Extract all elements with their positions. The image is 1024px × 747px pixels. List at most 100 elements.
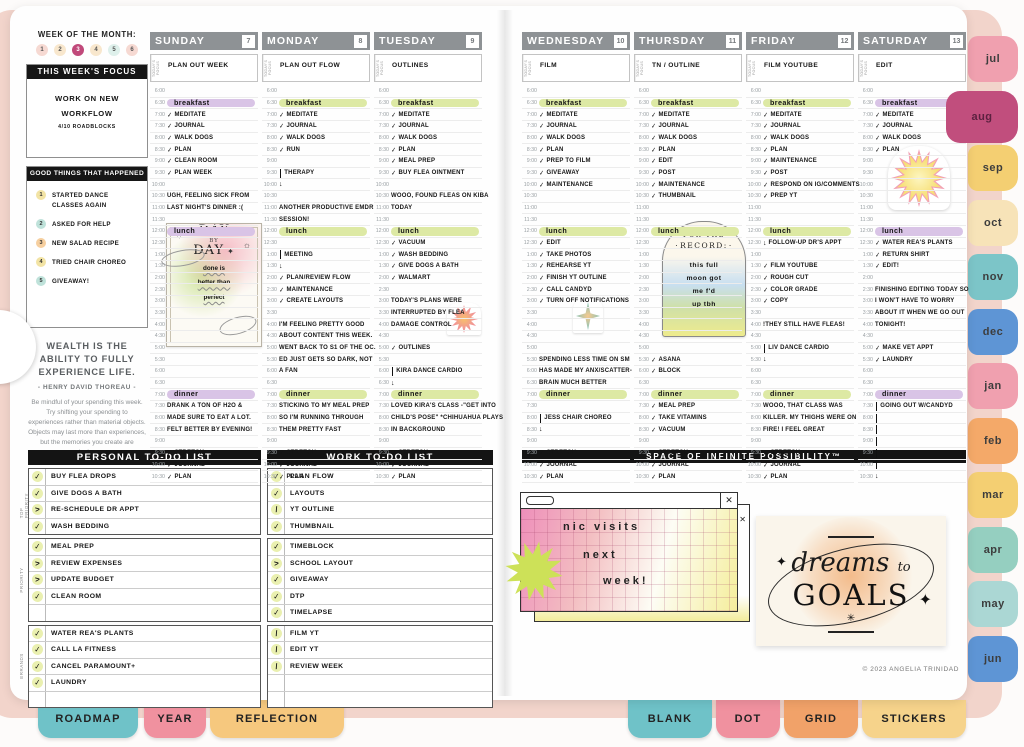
time-slot[interactable]: 1:30 xyxy=(150,261,258,273)
time-slot[interactable]: 6:30 xyxy=(858,378,966,390)
todo-check-cell[interactable]: ✓ xyxy=(29,675,46,691)
time-slot[interactable]: 9:30 ✓ POST xyxy=(746,168,854,180)
time-slot[interactable]: 2:30 ✓ MAINTENANCE xyxy=(262,284,370,297)
todo-row[interactable]: ✓ DTP xyxy=(268,588,492,605)
time-slot[interactable]: 10:00 ✓ JOURNAL xyxy=(150,460,258,472)
time-slot[interactable]: 6:30 breakfast xyxy=(634,98,742,110)
time-slot[interactable]: 6:30 breakfast xyxy=(858,98,966,110)
time-slot[interactable]: 7:30 ✓ JOURNAL xyxy=(746,121,854,133)
month-tab-jul[interactable]: jul xyxy=(968,36,1018,82)
todo-check-cell[interactable]: ✓ xyxy=(268,605,285,621)
time-slot[interactable]: 12:30 ✓ WATER REA'S PLANTS xyxy=(858,238,966,250)
todo-check-cell[interactable]: ✓ xyxy=(29,539,46,555)
time-slot[interactable]: 6:00 xyxy=(858,366,966,378)
month-tab-may[interactable]: may xyxy=(968,581,1018,627)
time-slot[interactable]: 10:30 xyxy=(858,191,966,203)
time-slot[interactable]: 6:30 ↓ xyxy=(374,378,482,390)
time-slot[interactable]: 9:30 ✓ BUY FLEA OINTMENT xyxy=(374,168,482,180)
time-slot[interactable]: 9:00 xyxy=(858,156,966,168)
time-slot[interactable]: 1:30 ✓ EDIT! xyxy=(858,261,966,273)
todo-row[interactable]: ✓ LAUNDRY xyxy=(29,675,260,692)
todo-row[interactable]: ✓ CALL LA FITNESS xyxy=(29,642,260,659)
time-slot[interactable]: 12:30 xyxy=(150,238,258,250)
month-tab-apr[interactable]: apr xyxy=(968,526,1018,573)
time-slot[interactable]: 12:00 lunch xyxy=(374,226,482,238)
todo-check-cell[interactable] xyxy=(29,691,46,707)
todo-row[interactable] xyxy=(29,691,260,707)
time-slot[interactable]: 9:30 xyxy=(858,448,966,460)
time-slot[interactable]: 12:30 xyxy=(634,238,742,250)
time-slot[interactable]: 8:00 JESS CHAIR CHOREO xyxy=(522,413,630,425)
time-slot[interactable]: 6:30 breakfast xyxy=(150,98,258,110)
time-slot[interactable]: 6:30 breakfast xyxy=(746,98,854,110)
todo-check-cell[interactable]: > xyxy=(29,555,46,571)
time-slot[interactable]: 7:00 ✓ MEDITATE xyxy=(262,109,370,122)
time-slot[interactable]: 5:00 ✓ MAKE VET APPT xyxy=(858,343,966,355)
todo-row[interactable]: ✓ BUY FLEA DROPS xyxy=(29,469,260,486)
todo-check-cell[interactable]: / xyxy=(268,642,285,658)
time-slot[interactable]: 2:30 ✓ CALL CANDYD xyxy=(522,284,630,297)
time-slot[interactable]: 9:30 ✓ GIVEAWAY xyxy=(522,168,630,180)
time-slot[interactable]: 8:00 ✓ WALK DOGS xyxy=(522,133,630,145)
todo-check-cell[interactable]: / xyxy=(268,625,285,641)
time-slot[interactable]: 4:30 xyxy=(746,331,854,343)
time-slot[interactable]: 5:00 xyxy=(150,343,258,355)
todo-check-cell[interactable]: ✓ xyxy=(268,469,285,485)
time-slot[interactable]: 7:30 ✓ JOURNAL xyxy=(374,121,482,133)
todo-row[interactable]: ✓ CLEAN ROOM xyxy=(29,588,260,605)
todo-check-cell[interactable]: / xyxy=(268,502,285,518)
time-slot[interactable]: 10:30 ✓ PLAN xyxy=(634,471,742,483)
time-slot[interactable]: 8:30 FIRE! I FEEL GREAT xyxy=(746,424,854,437)
todo-row[interactable]: ✓ MEAL PREP xyxy=(29,539,260,556)
time-slot[interactable]: 8:00 ✓ WALK DOGS xyxy=(634,133,742,145)
time-slot[interactable]: 1:00 ✓ RETURN SHIRT xyxy=(858,249,966,262)
month-tab-mar[interactable]: mar xyxy=(968,472,1018,518)
time-slot[interactable]: 10:30 ✓ PLAN xyxy=(262,471,370,483)
todo-check-cell[interactable]: ✓ xyxy=(268,485,285,501)
time-slot[interactable]: 7:30 DRANK A TON OF H2O & xyxy=(150,401,258,413)
time-slot[interactable]: 4:30 ABOUT CONTENT THIS WEEK. xyxy=(262,331,372,343)
time-slot[interactable]: 6:30 xyxy=(746,378,854,390)
time-slot[interactable]: 9:00 xyxy=(522,436,630,448)
time-slot[interactable]: 7:30 WOOO, THAT CLASS WAS xyxy=(746,401,854,413)
time-slot[interactable]: 9:00 xyxy=(262,156,370,168)
time-slot[interactable]: 6:30 breakfast xyxy=(262,98,370,110)
todays-focus-box[interactable]: TODAY'S FOCUS FILM YOUTUBE xyxy=(746,54,854,82)
time-slot[interactable]: 3:30 xyxy=(262,308,370,320)
time-slot[interactable]: 3:00 xyxy=(150,296,258,308)
time-slot[interactable]: 9:00 ✓ MAINTENANCE xyxy=(746,156,854,168)
tab-stickers[interactable]: STICKERS xyxy=(862,700,966,738)
sparkle-sticker[interactable] xyxy=(573,299,603,333)
time-slot[interactable]: 12:00 lunch xyxy=(150,226,258,238)
time-slot[interactable]: 10:00 ✓ MAINTENANCE xyxy=(634,179,742,192)
time-slot[interactable]: 10:00 xyxy=(150,179,258,192)
time-slot[interactable]: 11:00 LAST NIGHT'S DINNER :( xyxy=(150,203,258,215)
time-slot[interactable]: 8:30 ✓ PLAN xyxy=(746,144,854,157)
close-icon[interactable]: ✕ xyxy=(739,515,746,524)
todays-focus-box[interactable]: TODAY'S FOCUS FILM xyxy=(522,54,630,82)
time-slot[interactable]: 11:30 xyxy=(634,214,742,227)
time-slot[interactable]: 11:30 xyxy=(858,214,966,227)
todo-check-cell[interactable] xyxy=(268,675,285,691)
time-slot[interactable]: 7:00 dinner xyxy=(858,389,966,402)
time-slot[interactable]: 3:00 I WON'T HAVE TO WORRY xyxy=(858,296,966,308)
starburst-sticker[interactable] xyxy=(888,146,950,210)
time-slot[interactable]: 8:00 ✓ WALK DOGS xyxy=(746,133,854,145)
time-slot[interactable]: 10:30 WOOO, FOUND FLEAS ON KIBA xyxy=(374,191,488,203)
time-slot[interactable]: 6:30 xyxy=(634,378,742,390)
time-slot[interactable]: 6:30 breakfast xyxy=(374,98,482,110)
time-slot[interactable]: 6:30 BRAIN MUCH BETTER xyxy=(522,378,630,390)
time-slot[interactable]: 8:00 ✓ WALK DOGS xyxy=(262,133,370,145)
time-slot[interactable]: 9:30 THERAPY xyxy=(262,168,370,180)
time-slot[interactable]: 11:30 xyxy=(746,214,854,227)
time-slot[interactable]: 10:00 ✓ JOURNAL xyxy=(374,460,482,472)
time-slot[interactable]: 9:30 ✓ STRETCH xyxy=(634,448,742,460)
time-slot[interactable]: 6:00 xyxy=(634,86,742,98)
time-slot[interactable]: 10:00 ✓ RESPOND ON IG/COMMENTS xyxy=(746,179,860,192)
time-slot[interactable]: 5:30 ✓ LAUNDRY xyxy=(858,354,966,367)
time-slot[interactable]: 11:30 xyxy=(150,214,258,227)
time-slot[interactable]: 3:00 TODAY'S PLANS WERE xyxy=(374,296,482,308)
time-slot[interactable]: 12:00 lunch xyxy=(858,226,966,238)
todo-check-cell[interactable]: ✓ xyxy=(268,572,285,588)
todays-focus-box[interactable]: TODAY'S FOCUS PLAN OUT FLOW xyxy=(262,54,370,82)
